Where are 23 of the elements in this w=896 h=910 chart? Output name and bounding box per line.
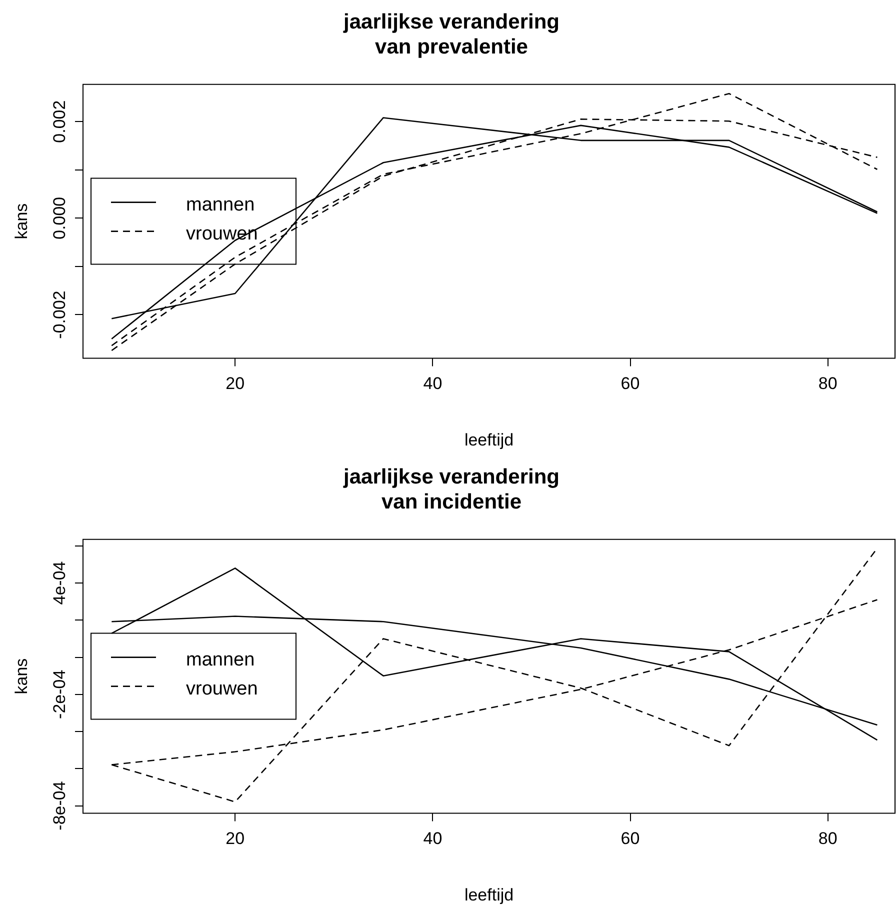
y-tick-label: -0.002 — [50, 290, 70, 339]
y-axis-title: kans — [12, 658, 31, 694]
x-tick-label: 40 — [423, 374, 442, 394]
y-tick-label: 4e-04 — [50, 561, 70, 605]
y-tick-label: -2e-04 — [50, 670, 70, 719]
x-tick-label: 20 — [226, 374, 245, 394]
legend-label: vrouwen — [186, 678, 258, 700]
x-tick-label: 80 — [818, 829, 838, 848]
chart-title: jaarlijkse verandering van incidentie — [342, 465, 560, 514]
x-axis-title: leeftijd — [464, 885, 514, 904]
x-tick-label: 40 — [423, 829, 442, 848]
x-tick-label: 80 — [818, 374, 838, 394]
y-tick-label: 0.002 — [50, 100, 70, 143]
x-tick-label: 20 — [226, 829, 245, 848]
x-tick-label: 60 — [620, 374, 640, 394]
legend-label: mannen — [186, 194, 255, 216]
y-tick-label: -8e-04 — [50, 781, 70, 830]
y-axis-title: kans — [12, 203, 31, 240]
legend-label: mannen — [186, 650, 255, 671]
y-tick-label: 0.000 — [50, 196, 70, 240]
x-tick-label: 60 — [620, 829, 640, 848]
x-axis-title: leeftijd — [464, 430, 514, 450]
chart-title: jaarlijkse verandering van prevalentie — [342, 10, 560, 59]
